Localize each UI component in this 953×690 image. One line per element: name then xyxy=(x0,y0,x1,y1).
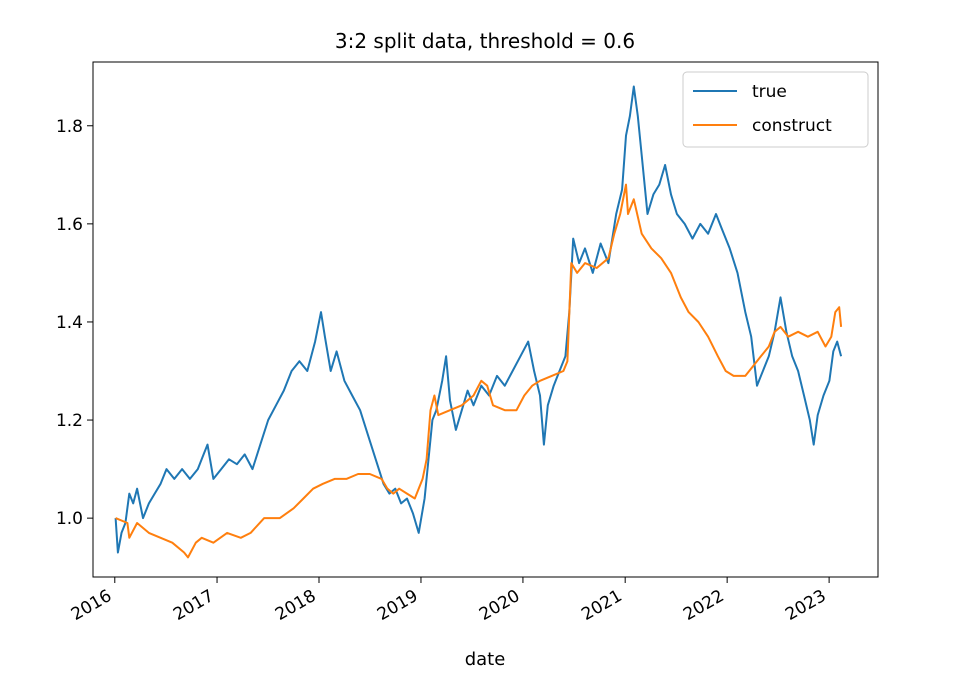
legend: true construct xyxy=(682,71,869,148)
y-tick-label: 1.2 xyxy=(56,411,83,431)
x-tick-label: 2022 xyxy=(680,586,727,625)
series-line-construct xyxy=(115,183,843,559)
y-tick-label: 1.8 xyxy=(56,117,83,137)
y-tick-label: 1.4 xyxy=(56,313,83,333)
x-axis-label: date xyxy=(465,649,506,670)
x-tick-label: 2017 xyxy=(170,586,217,625)
plot-area-frame xyxy=(92,61,879,578)
chart-title: 3:2 split data, threshold = 0.6 xyxy=(335,29,635,53)
y-tick-label: 1.6 xyxy=(56,215,83,235)
x-tick-label: 2016 xyxy=(68,586,115,625)
legend-label-construct: construct xyxy=(752,116,832,136)
x-tick-label: 2023 xyxy=(782,586,829,625)
series-line-true xyxy=(114,85,843,554)
x-axis: 2016 2017 2018 2019 2020 2021 2022 2023 xyxy=(68,577,830,625)
x-tick-label: 2020 xyxy=(476,586,523,625)
legend-label-true: true xyxy=(752,82,787,102)
x-tick-label: 2018 xyxy=(272,586,319,625)
x-tick-label: 2019 xyxy=(374,586,421,625)
series-layer xyxy=(114,85,843,559)
y-axis: 1.0 1.2 1.4 1.6 1.8 xyxy=(56,117,93,529)
y-tick-label: 1.0 xyxy=(56,509,83,529)
x-tick-label: 2021 xyxy=(578,586,625,625)
